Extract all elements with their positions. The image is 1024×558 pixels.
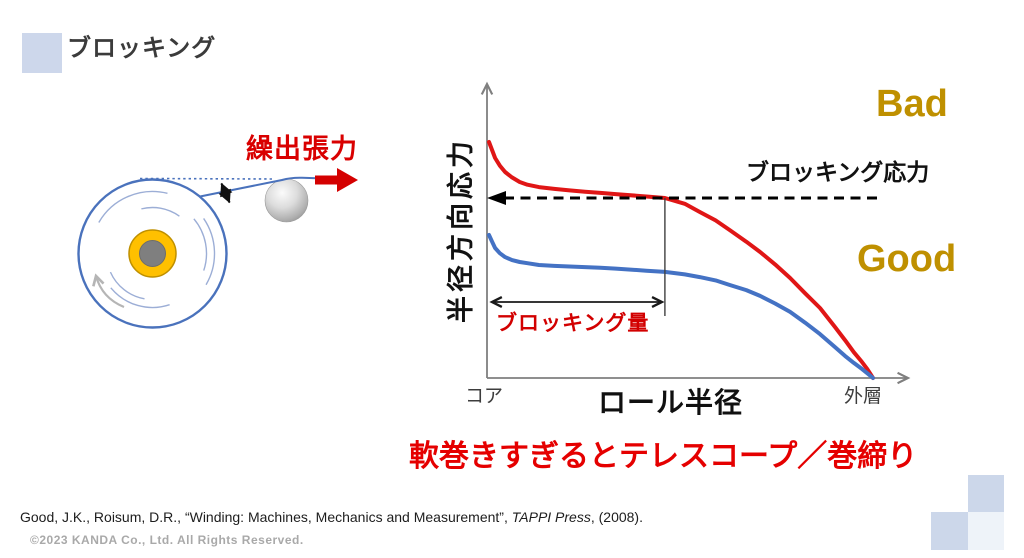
decor-square-faint [968,512,1004,550]
rotation-arrow-icon [92,273,125,309]
blocking-stress-arrowhead [487,191,506,205]
citation-suffix: , (2008). [590,509,643,525]
tension-label: 繰出張力 [246,134,358,164]
flutter-double-arrow-icon [218,182,233,204]
warning-text: 軟巻きすぎるとテレスコープ／巻締り [409,440,918,473]
blocking-stress-label: ブロッキング応力 [746,159,930,185]
decor-square-top [968,475,1004,512]
roll-diagram [77,168,358,329]
web-dotted-line [139,177,273,180]
roll-core-center-icon [139,240,166,267]
citation-prefix: Good, J.K., Roisum, D.R., “Winding: Mach… [20,509,512,525]
idler-roller-icon [264,178,309,223]
x-tick-outer: 外層 [844,386,883,407]
decor-square-left [931,512,968,550]
stress-chart [480,81,911,385]
good-curve [487,233,875,380]
x-tick-core: コア [465,386,504,407]
y-axis-label: 半径方向応力 [446,137,477,323]
page-title: ブロッキング [67,35,217,62]
tension-arrow-icon [315,168,358,192]
good-label: Good [857,238,957,280]
copyright: ©2023 KANDA Co., Ltd. All Rights Reserve… [30,533,304,547]
blocking-amount-label: ブロッキング量 [496,312,650,335]
bad-label: Bad [876,83,948,125]
web-path-line [199,176,318,198]
citation: Good, J.K., Roisum, D.R., “Winding: Mach… [20,509,643,525]
bad-curve [487,140,875,380]
citation-publisher: TAPPI Press [511,509,591,525]
x-axis-label: ロール半径 [598,387,744,418]
title-accent-square [22,33,62,73]
roll-layer-arcs [89,190,216,317]
